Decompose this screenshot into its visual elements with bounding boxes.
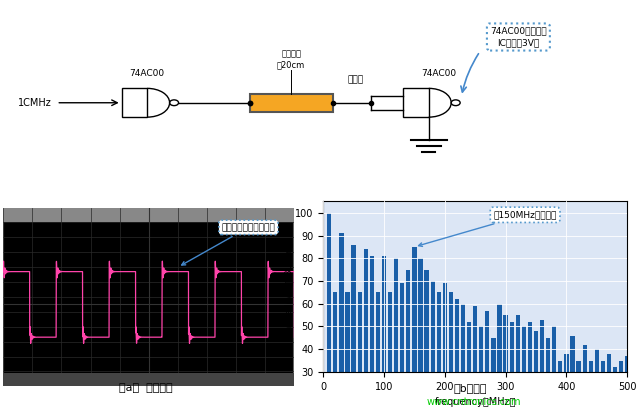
Bar (327, 213, 332, 372)
Bar (3, 208, 294, 222)
Bar (492, 338, 495, 372)
Text: 发现振鈴，但略有减少: 发现振鈴，但略有减少 (182, 223, 275, 265)
Bar (412, 247, 417, 372)
Bar (595, 349, 599, 372)
Text: 74AC00: 74AC00 (421, 69, 456, 79)
Bar (443, 283, 447, 372)
Bar (619, 360, 623, 372)
Bar (473, 306, 477, 372)
Bar (250, 93, 333, 112)
Bar (333, 292, 337, 372)
Bar (577, 360, 580, 372)
Bar (406, 270, 410, 372)
Text: （a）  电压波形: （a） 电压波形 (119, 383, 173, 393)
Bar (528, 322, 532, 372)
Bar (388, 292, 392, 372)
Bar (546, 338, 550, 372)
Bar (394, 258, 398, 372)
Text: 74AC00: 74AC00 (130, 69, 164, 79)
Text: 印刷線路
約20cm: 印刷線路 約20cm (277, 50, 305, 69)
Text: 74AC00用于數字
IC（電源3V）: 74AC00用于數字 IC（電源3V） (490, 27, 547, 47)
Bar (534, 331, 538, 372)
Bar (540, 320, 544, 372)
Bar (522, 326, 526, 372)
Bar (625, 356, 629, 372)
Bar (449, 292, 453, 372)
Bar (497, 304, 502, 372)
Text: 在150MHz附近上升: 在150MHz附近上升 (419, 210, 557, 247)
Bar (485, 311, 490, 372)
Bar (509, 322, 514, 372)
Bar (436, 292, 441, 372)
Bar (424, 270, 429, 372)
Bar (403, 88, 429, 117)
Bar (364, 249, 368, 372)
Bar (351, 245, 356, 372)
Bar (358, 292, 362, 372)
Bar (601, 360, 605, 372)
Bar (564, 354, 568, 372)
Bar (504, 315, 508, 372)
Text: www.cntronics.com: www.cntronics.com (426, 397, 521, 407)
Bar (589, 360, 593, 372)
Bar (558, 360, 563, 372)
Text: 測量點: 測量點 (347, 76, 364, 85)
Bar (419, 258, 422, 372)
Bar (370, 256, 374, 372)
Bar (582, 345, 587, 372)
Bar (431, 281, 435, 372)
Bar (613, 367, 617, 372)
Bar (400, 283, 404, 372)
Text: （b）频谱: （b）频谱 (454, 383, 487, 393)
Bar (552, 326, 556, 372)
Bar (607, 354, 611, 372)
X-axis label: frequency（MHz）: frequency（MHz） (435, 397, 516, 407)
Bar (516, 315, 520, 372)
Bar (467, 322, 471, 372)
Bar (461, 304, 465, 372)
Bar (346, 292, 349, 372)
Bar (455, 299, 459, 372)
Bar (570, 335, 575, 372)
Bar (376, 292, 380, 372)
Bar (339, 233, 344, 372)
Bar (382, 256, 386, 372)
Bar (3, 373, 294, 386)
Text: 1CMHz: 1CMHz (19, 98, 52, 108)
Y-axis label: noise level（dBuV/m）: noise level（dBuV/m） (285, 242, 294, 331)
Bar (122, 88, 147, 117)
Bar (479, 326, 483, 372)
